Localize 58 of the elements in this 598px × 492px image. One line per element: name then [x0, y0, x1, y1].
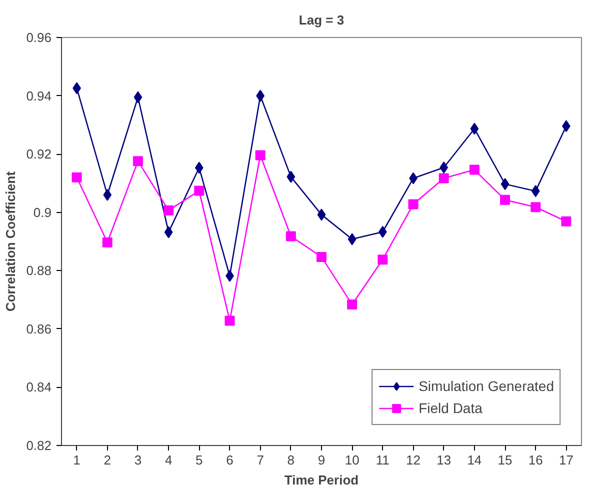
x-tick-label: 12 [406, 452, 421, 468]
y-axis-title: Correlation Coefficient [3, 170, 18, 312]
point [378, 254, 388, 265]
point [255, 150, 266, 160]
x-tick-label: 3 [134, 452, 142, 468]
x-tick-label: 8 [287, 452, 295, 468]
point [164, 226, 173, 238]
point [102, 237, 112, 248]
point [469, 164, 480, 175]
point [164, 205, 174, 216]
y-tick-label: 0.9 [33, 204, 52, 220]
x-tick-label: 1 [73, 452, 80, 468]
point [500, 178, 510, 190]
point [103, 188, 112, 201]
x-tick-label: 7 [256, 452, 264, 468]
x-tick-label: 13 [436, 452, 452, 468]
point [470, 122, 479, 135]
x-tick-label: 15 [498, 452, 512, 468]
y-tick-label: 0.92 [26, 146, 52, 162]
point [348, 233, 356, 246]
point [286, 170, 296, 183]
legend-label: Field Data [418, 400, 482, 416]
x-tick-label: 10 [344, 452, 360, 468]
y-tick-label: 0.94 [26, 88, 52, 104]
y-tick-label: 0.82 [26, 438, 52, 453]
point [132, 156, 143, 166]
point [194, 162, 204, 174]
x-axis-title: Time Period [284, 472, 359, 488]
x-tick-label: 16 [528, 452, 543, 468]
point [531, 185, 540, 198]
x-tick-label: 4 [164, 452, 172, 468]
point [561, 216, 572, 226]
point [317, 208, 326, 221]
x-tick-label: 2 [104, 452, 111, 468]
point [530, 202, 541, 212]
point [408, 199, 418, 210]
y-tick-label: 0.86 [26, 321, 52, 336]
point [224, 316, 235, 326]
legend-label: Simulation Generated [418, 378, 554, 394]
point [286, 231, 296, 242]
point [440, 161, 448, 174]
chart-title: Lag = 3 [298, 12, 344, 28]
x-tick-label: 11 [376, 452, 390, 468]
y-tick-label: 0.88 [26, 263, 52, 278]
x-tick-label: 6 [226, 452, 234, 468]
x-tick-label: 14 [467, 452, 482, 468]
y-tick-label: 0.84 [26, 380, 52, 395]
x-tick-label: 17 [558, 452, 574, 468]
x-tick-label: 5 [196, 452, 203, 468]
point [500, 194, 510, 205]
point [72, 172, 82, 182]
point [194, 186, 204, 196]
point [347, 299, 358, 310]
x-tick-label: 9 [318, 452, 326, 468]
y-tick-label: 0.96 [26, 30, 52, 45]
point [438, 173, 449, 184]
point [134, 91, 142, 104]
point [316, 252, 326, 262]
